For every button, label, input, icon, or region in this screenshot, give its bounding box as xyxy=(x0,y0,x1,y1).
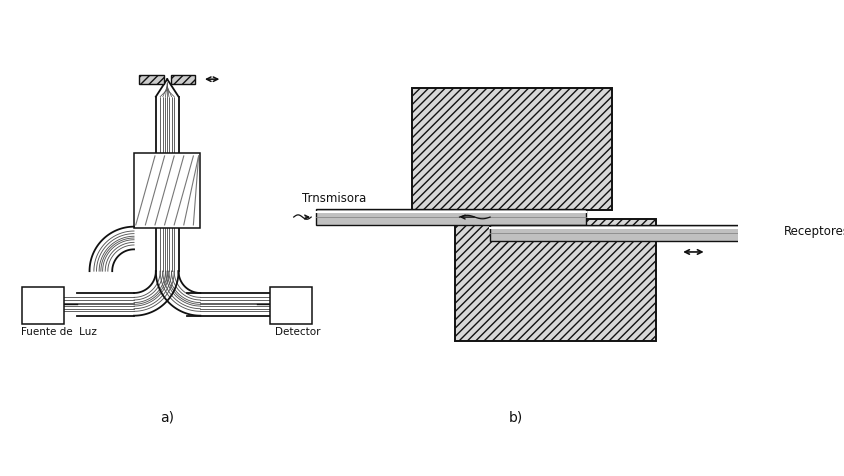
Text: Fuente de  Luz: Fuente de Luz xyxy=(20,327,96,337)
Text: Trnsmisora: Trnsmisora xyxy=(302,192,366,205)
Bar xyxy=(455,219,656,341)
Bar xyxy=(490,225,752,240)
Text: Receptores: Receptores xyxy=(784,225,844,238)
Text: b): b) xyxy=(509,410,523,424)
Text: Detector: Detector xyxy=(274,327,320,337)
Text: a): a) xyxy=(160,410,174,424)
Bar xyxy=(412,88,612,210)
Polygon shape xyxy=(156,79,179,97)
Bar xyxy=(170,75,195,84)
Bar xyxy=(134,153,200,228)
Bar xyxy=(22,287,64,324)
Bar xyxy=(412,209,612,225)
Bar xyxy=(316,209,586,225)
Bar xyxy=(139,75,164,84)
Bar xyxy=(270,287,312,324)
